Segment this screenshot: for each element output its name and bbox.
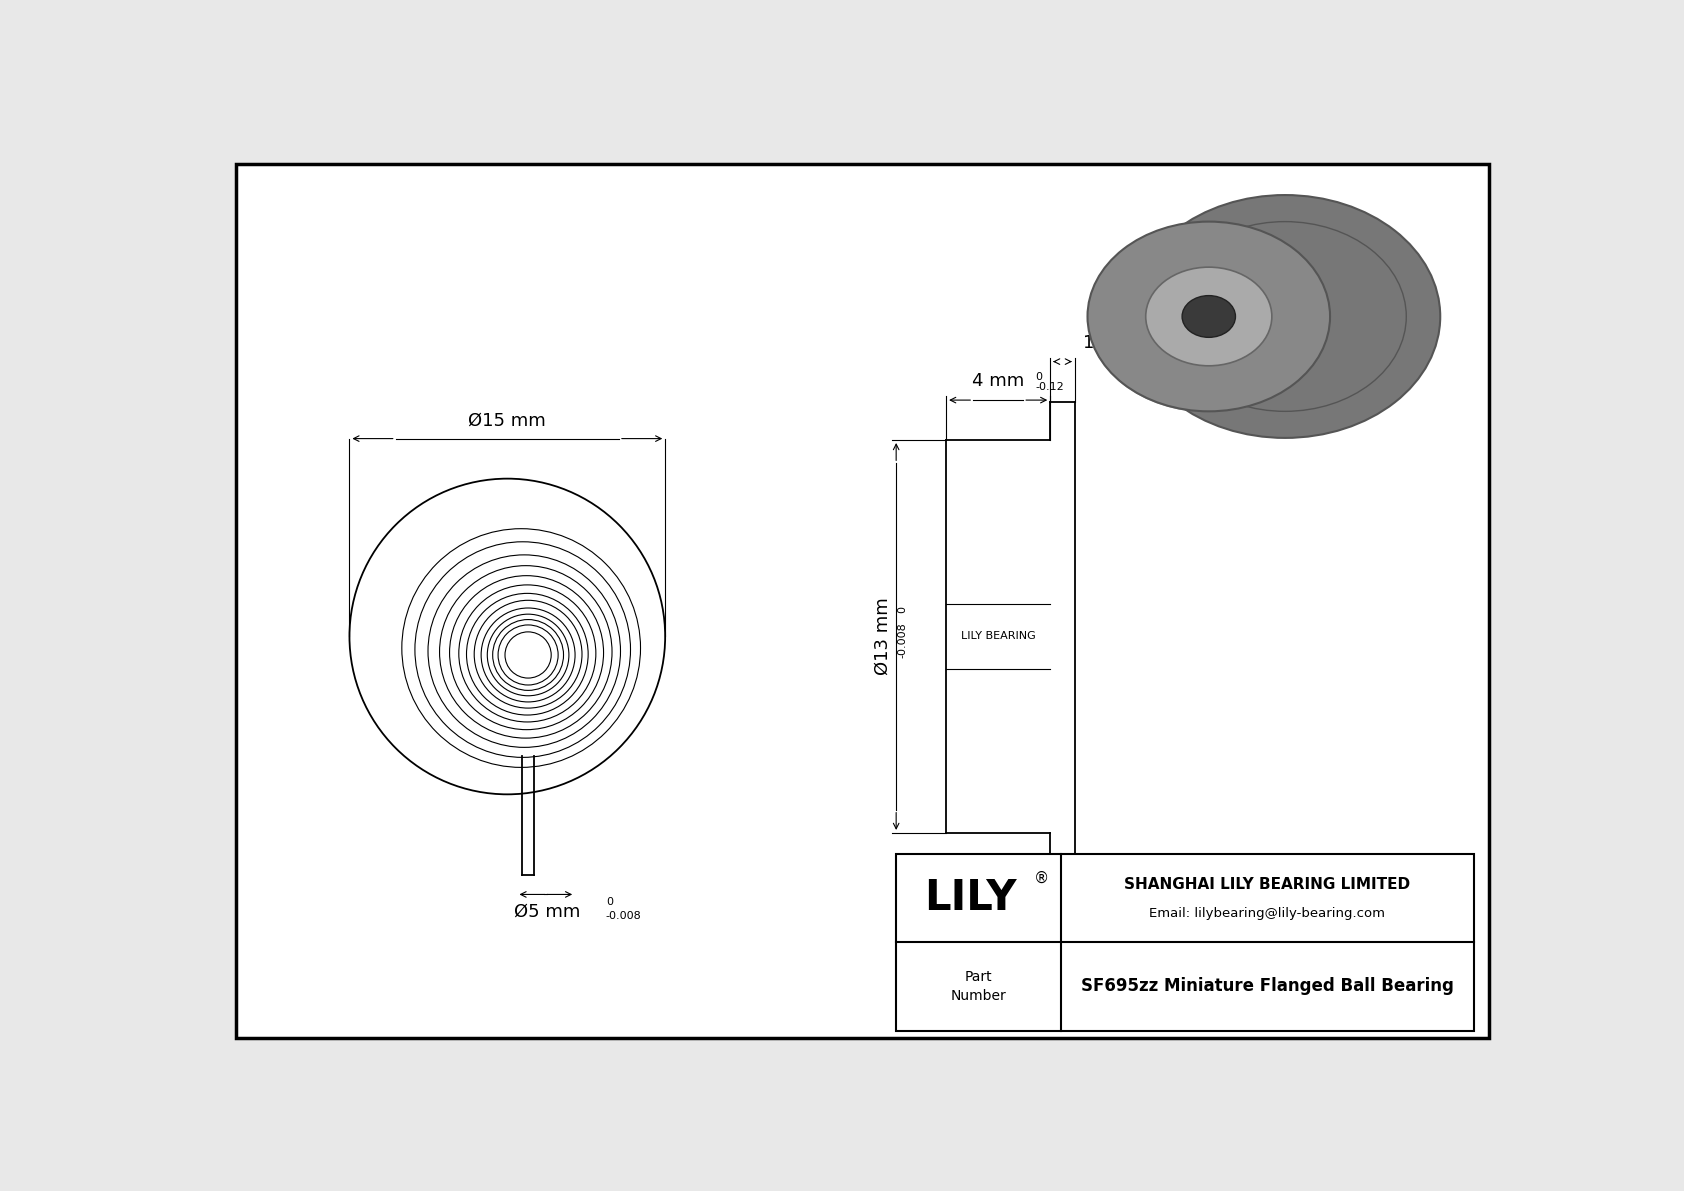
- Text: -0.008: -0.008: [898, 623, 908, 659]
- Text: Ø15 mm: Ø15 mm: [468, 411, 546, 430]
- Text: ®: ®: [1034, 871, 1049, 886]
- Text: -0.12: -0.12: [1036, 381, 1064, 392]
- Ellipse shape: [1145, 267, 1271, 366]
- Text: Ø5 mm: Ø5 mm: [514, 903, 581, 921]
- Text: Part
Number: Part Number: [950, 971, 1007, 1003]
- Text: Ø13 mm: Ø13 mm: [874, 598, 891, 675]
- Circle shape: [505, 632, 551, 678]
- Ellipse shape: [1130, 195, 1440, 438]
- Ellipse shape: [1182, 295, 1236, 337]
- Bar: [896, 854, 1474, 1030]
- Text: 1 mm: 1 mm: [1083, 333, 1135, 351]
- Text: 0: 0: [1036, 372, 1042, 381]
- Text: 0: 0: [898, 606, 908, 613]
- Text: 4 mm: 4 mm: [972, 372, 1024, 391]
- Ellipse shape: [1088, 222, 1330, 411]
- Text: -0.008: -0.008: [606, 911, 642, 921]
- Text: 0: 0: [606, 897, 613, 908]
- Text: SHANGHAI LILY BEARING LIMITED: SHANGHAI LILY BEARING LIMITED: [1125, 877, 1410, 892]
- Text: LILY BEARING: LILY BEARING: [962, 631, 1036, 642]
- Text: Email: lilybearing@lily-bearing.com: Email: lilybearing@lily-bearing.com: [1148, 908, 1386, 921]
- Text: SF695zz Miniature Flanged Ball Bearing: SF695zz Miniature Flanged Ball Bearing: [1081, 978, 1453, 996]
- Text: LILY: LILY: [925, 877, 1017, 919]
